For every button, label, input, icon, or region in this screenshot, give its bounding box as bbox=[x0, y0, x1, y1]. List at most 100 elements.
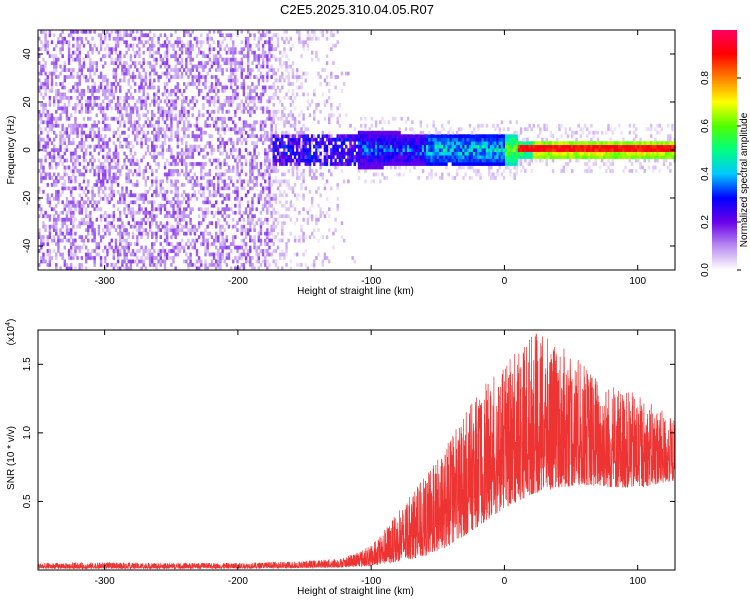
spectrogram-cell bbox=[170, 130, 173, 135]
spectrogram-cell bbox=[69, 256, 73, 260]
spectrogram-cell bbox=[214, 245, 218, 250]
spectrogram-cell bbox=[249, 85, 252, 90]
spectrogram-cell bbox=[370, 151, 374, 156]
spectrogram-cell bbox=[313, 137, 316, 142]
spectrogram-cell bbox=[157, 207, 160, 212]
spectrogram-cell bbox=[330, 106, 333, 111]
spectrogram-cell bbox=[151, 221, 154, 226]
spectrogram-cell bbox=[40, 235, 43, 239]
spectrogram-cell bbox=[246, 134, 250, 139]
spectrogram-cell bbox=[225, 203, 229, 208]
spectrogram-cell bbox=[208, 200, 212, 205]
spectrogram-cell bbox=[119, 57, 122, 62]
spectrogram-cell bbox=[466, 144, 470, 149]
spectrogram-cell bbox=[377, 172, 380, 177]
spectrogram-cell bbox=[155, 214, 158, 219]
spectrogram-cell bbox=[387, 120, 391, 125]
spectrogram-cell bbox=[182, 183, 186, 187]
spectrogram-cell bbox=[159, 189, 162, 194]
spectrogram-cell bbox=[46, 109, 49, 114]
spectrogram-cell bbox=[438, 162, 442, 166]
spectrogram-cell bbox=[313, 33, 316, 38]
spectrogram-cell bbox=[302, 43, 305, 48]
spectrogram-cell bbox=[394, 137, 397, 142]
spectrogram-cell bbox=[323, 151, 327, 156]
spectrogram-cell bbox=[59, 193, 62, 198]
spectrogram-cell bbox=[455, 144, 459, 149]
spectrogram-cell bbox=[257, 47, 261, 52]
spectrogram-cell bbox=[136, 238, 139, 243]
spectrogram-cell bbox=[362, 130, 365, 135]
spectrogram-cell bbox=[411, 144, 414, 149]
spectrogram-cell bbox=[116, 116, 120, 121]
spectrogram-cell bbox=[57, 148, 60, 152]
spectrogram-cell bbox=[313, 144, 316, 149]
spectrogram-cell bbox=[451, 137, 455, 142]
spectrogram-cell bbox=[67, 141, 71, 146]
spectrogram-cell bbox=[214, 116, 218, 121]
spectrogram-cell bbox=[116, 102, 120, 107]
spectrogram-cell bbox=[268, 96, 271, 100]
spectrogram-cell bbox=[327, 130, 331, 135]
spectrogram-cell bbox=[240, 99, 243, 104]
spectrogram-cell bbox=[272, 235, 275, 239]
spectrogram-cell bbox=[234, 50, 237, 55]
spectrogram-cell bbox=[108, 148, 111, 152]
spectrogram-cell bbox=[413, 155, 416, 159]
spectrogram-cell bbox=[246, 102, 250, 107]
spectrogram-cell bbox=[355, 144, 359, 149]
spectrogram-cell bbox=[225, 193, 229, 198]
spectrogram-cell bbox=[462, 148, 465, 152]
spectrogram-cell bbox=[40, 64, 43, 69]
spectrogram-cell bbox=[174, 29, 177, 34]
spectrogram-cell bbox=[101, 120, 105, 125]
spectrogram-cell bbox=[357, 141, 361, 146]
spectrogram-cell bbox=[370, 116, 374, 121]
spectrogram-cell bbox=[97, 158, 101, 163]
spectrogram-cell bbox=[426, 123, 429, 128]
spectrogram-cell bbox=[161, 71, 165, 76]
spectrogram-cell bbox=[119, 36, 122, 41]
spectrogram-cell bbox=[131, 106, 135, 111]
spectrogram-cell bbox=[59, 71, 62, 76]
spectrogram-cell bbox=[200, 231, 203, 236]
spectrogram-cell bbox=[87, 50, 90, 55]
spectrogram-cell bbox=[291, 186, 295, 191]
spectrogram-cell bbox=[119, 102, 122, 107]
spectrogram-cell bbox=[185, 29, 188, 34]
spectrogram-cell bbox=[101, 127, 105, 132]
spectrogram-cell bbox=[129, 214, 133, 219]
spectrogram-cell bbox=[202, 214, 205, 219]
spectrogram-cell bbox=[104, 61, 107, 65]
spectrogram-cell bbox=[176, 224, 180, 229]
spectrogram-cell bbox=[472, 141, 476, 146]
spectrogram-cell bbox=[451, 162, 455, 166]
spectrogram-cell bbox=[112, 252, 116, 257]
spectrogram-cell bbox=[298, 113, 301, 118]
spectrogram-cell bbox=[261, 64, 265, 69]
spectrogram-cell bbox=[106, 151, 109, 156]
spectrogram-cell bbox=[268, 36, 271, 41]
spectrogram-cell bbox=[165, 96, 169, 100]
spectrogram-cell bbox=[210, 116, 214, 121]
spectrogram-cell bbox=[362, 155, 365, 159]
spectrogram-cell bbox=[223, 179, 226, 184]
spectrogram-cell bbox=[249, 259, 252, 264]
spectrogram-cell bbox=[125, 252, 128, 257]
spectrogram-cell bbox=[136, 158, 139, 163]
spectrogram-cell bbox=[396, 130, 399, 135]
spectrogram-cell bbox=[195, 238, 199, 243]
spectrogram-cell bbox=[257, 68, 261, 72]
spectrogram-cell bbox=[104, 75, 107, 79]
spectrogram-cell bbox=[345, 144, 348, 149]
spectrogram-cell bbox=[119, 200, 122, 205]
spectrogram-cell bbox=[281, 113, 284, 118]
spectrogram-cell bbox=[270, 231, 273, 236]
spectrogram-cell bbox=[119, 193, 122, 198]
spectrogram-cell bbox=[208, 50, 212, 55]
spectrogram-cell bbox=[108, 102, 111, 107]
spectrogram-cell bbox=[257, 172, 261, 177]
spectrogram-cell bbox=[259, 64, 263, 69]
spectrogram-cell bbox=[387, 158, 391, 163]
spectrogram-cell bbox=[91, 224, 94, 229]
